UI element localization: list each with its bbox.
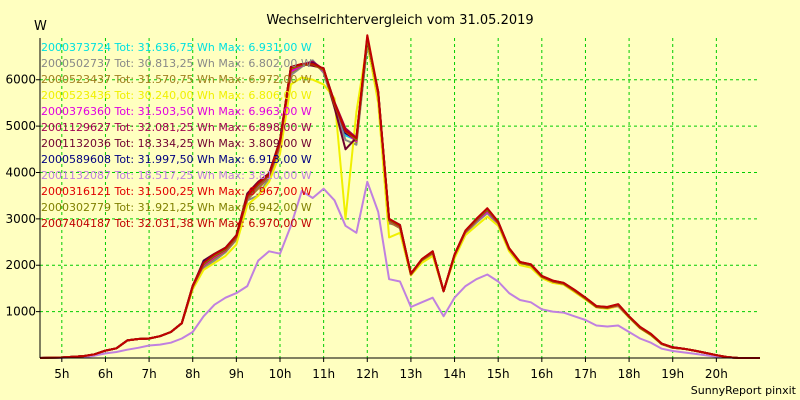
x-tick-label: 17h <box>574 367 597 381</box>
y-tick-label: 5000 <box>5 119 36 133</box>
legend-entry: 2001132087 Tot: 18.517,25 Wh Max: 3.810,… <box>41 169 312 182</box>
y-axis-unit: W <box>34 19 47 34</box>
series-line-6 <box>39 38 760 359</box>
x-tick-label: 10h <box>269 367 292 381</box>
x-tick-label: 18h <box>618 367 641 381</box>
x-tick-label: 11h <box>312 367 335 381</box>
legend-entry: 2000376360 Tot: 31.503,50 Wh Max: 6.963,… <box>41 105 312 118</box>
legend-entry: 2000502737 Tot: 30.813,25 Wh Max: 6.802,… <box>41 57 312 70</box>
x-tick-label: 12h <box>356 367 379 381</box>
y-tick-label: 1000 <box>5 305 36 319</box>
legend-entry: 2000523437 Tot: 31.570,75 Wh Max: 6.972,… <box>41 73 312 86</box>
legend-entry: 2000302779 Tot: 31.921,25 Wh Max: 6.942,… <box>41 201 312 214</box>
x-tick-label: 5h <box>54 367 69 381</box>
axes: 5h 6h 7h 8h 9h 10h 11h 12h 13h 14h 15h 16h 17h 18h 19h… <box>5 38 760 381</box>
grid <box>40 38 760 358</box>
y-tick-label: 3000 <box>5 212 36 226</box>
x-tick-label: 15h <box>487 367 510 381</box>
x-tick-label: 6h <box>98 367 113 381</box>
x-tick-label: 9h <box>229 367 244 381</box>
legend-entry: 2007404187 Tot: 32.031,38 Wh Max: 6.970,… <box>41 217 312 230</box>
x-tick-label: 14h <box>443 367 466 381</box>
credit-label: SunnyReport pinxit <box>691 384 797 397</box>
x-tick-label: 13h <box>399 367 422 381</box>
legend-entry: 2000523436 Tot: 30.240,00 Wh Max: 6.806,… <box>41 89 312 102</box>
series-line-3 <box>39 37 760 359</box>
legend-entry: 2000316121 Tot: 31.500,25 Wh Max: 6.967,… <box>41 185 312 198</box>
legend-entry: 2000373724 Tot: 31.636,75 Wh Max: 6.931,… <box>41 41 312 54</box>
y-tick-label: 6000 <box>5 73 36 87</box>
legend-entry: 2001132036 Tot: 18.334,25 Wh Max: 3.809,… <box>41 137 312 150</box>
series-line-7 <box>39 39 760 359</box>
series-line-1 <box>39 37 760 359</box>
series-line-12 <box>39 34 760 359</box>
series-line-8 <box>39 37 760 359</box>
series-line-9 <box>39 180 760 359</box>
x-tick-label: 20h <box>705 367 728 381</box>
series-lines <box>39 34 760 359</box>
x-tick-label: 7h <box>141 367 156 381</box>
chart-title: Wechselrichtervergleich vom 31.05.2019 <box>266 13 533 28</box>
series-line-11 <box>39 37 760 359</box>
x-tick-label: 19h <box>661 367 684 381</box>
legend: 2000373724 Tot: 31.636,75 Wh Max: 6.931,… <box>41 41 312 230</box>
legend-entry: 2000589608 Tot: 31.997,50 Wh Max: 6.913,… <box>41 153 312 166</box>
y-tick-label: 4000 <box>5 165 36 179</box>
legend-entry: 2001129627 Tot: 32.081,25 Wh Max: 6.898,… <box>41 121 312 134</box>
x-tick-label: 16h <box>530 367 553 381</box>
x-tick-label: 8h <box>185 367 200 381</box>
y-tick-label: 2000 <box>5 258 36 272</box>
